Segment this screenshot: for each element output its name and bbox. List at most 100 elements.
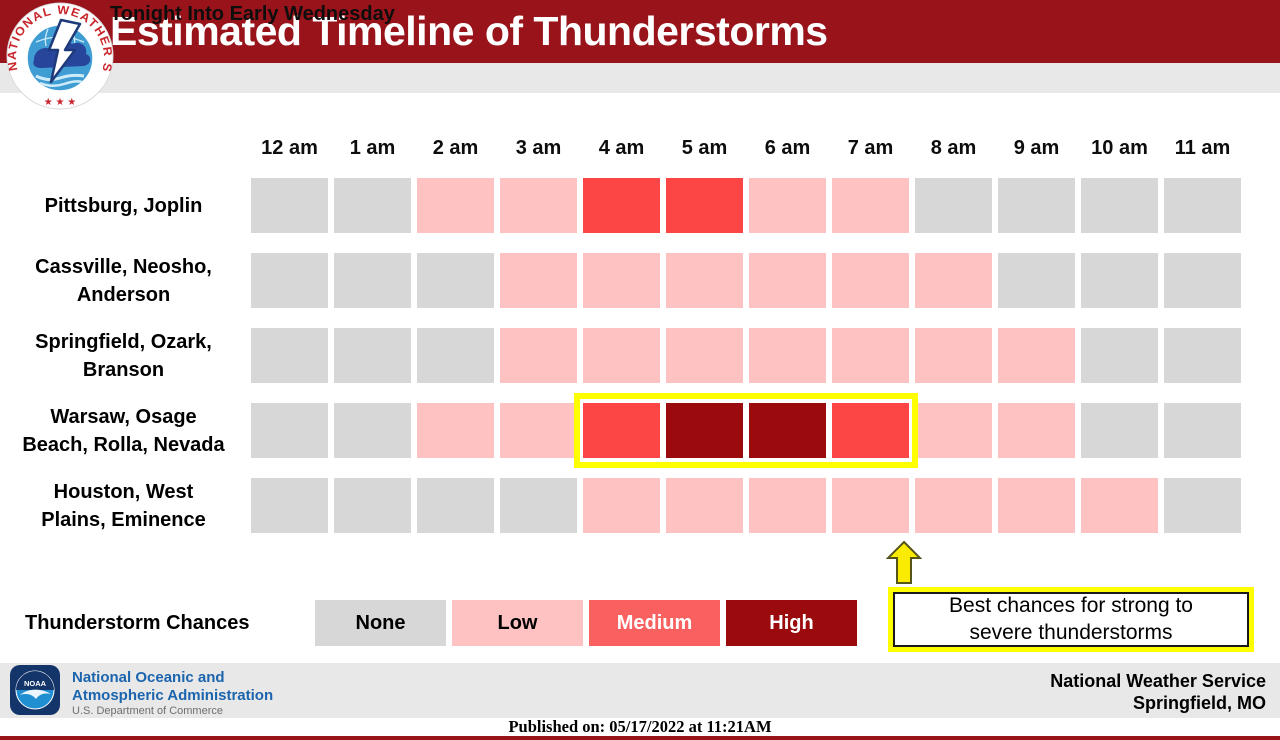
subtitle-bar (0, 63, 1280, 93)
grid-cell (666, 178, 743, 233)
grid-cell (1081, 328, 1158, 383)
legend-items: None Low Medium High (315, 600, 857, 646)
agency-line2: Atmospheric Administration (72, 687, 274, 704)
page-title: Estimated Timeline of Thunderstorms (110, 8, 828, 54)
grid-cell (998, 478, 1075, 533)
time-label: 2 am (432, 137, 479, 159)
time-label: 4 am (598, 137, 645, 159)
grid-cell (334, 403, 411, 458)
grid-cell (334, 328, 411, 383)
page-subtitle: Tonight Into Early Wednesday (110, 3, 395, 25)
legend-item: Medium (589, 600, 720, 646)
grid-cell (583, 478, 660, 533)
bottom-strip (0, 736, 1280, 740)
grid-cell (334, 478, 411, 533)
grid-cell (666, 253, 743, 308)
grid-cell (749, 478, 826, 533)
grid-cell (251, 478, 328, 533)
grid-cell (417, 178, 494, 233)
grid-cell (583, 403, 660, 458)
grid-cell (832, 403, 909, 458)
grid-cell (832, 178, 909, 233)
time-label: 11 am (1174, 137, 1231, 159)
highlight-box (574, 393, 918, 468)
grid-cell (251, 253, 328, 308)
grid-cell (1164, 403, 1241, 458)
row-label: Springfield, Ozark, Branson (35, 330, 212, 381)
grid-cell (915, 328, 992, 383)
legend-item: High (726, 600, 857, 646)
time-label: 7 am (847, 137, 894, 159)
grid-cell (1164, 478, 1241, 533)
time-label: 5 am (681, 137, 728, 159)
grid-cell (998, 403, 1075, 458)
grid-cell (583, 178, 660, 233)
grid-cell (583, 253, 660, 308)
row-label: Houston, West Plains, Eminence (41, 480, 206, 531)
time-label: 1 am (349, 137, 396, 159)
grid-cell (832, 253, 909, 308)
dept-label: U.S. Department of Commerce (72, 705, 223, 717)
grid-cell (500, 328, 577, 383)
grid-cell (500, 178, 577, 233)
grid-cell (500, 253, 577, 308)
callout-box: Best chances for strong to severe thunde… (888, 587, 1254, 652)
grid-cell (1164, 178, 1241, 233)
noaa-logo-icon: NOAA (10, 665, 60, 715)
grid-cell (334, 253, 411, 308)
footer-bar: NOAA National Oceanic and Atmospheric Ad… (0, 663, 1280, 718)
time-label: 10 am (1091, 137, 1148, 159)
time-label: 12 am (261, 137, 318, 159)
up-arrow-icon (886, 540, 922, 584)
grid-cell (832, 478, 909, 533)
noaa-label: NOAA (24, 679, 47, 688)
time-label: 9 am (1013, 137, 1060, 159)
grid-cell (915, 478, 992, 533)
lightning-bolt-icon (47, 18, 82, 84)
callout-line2: severe thunderstorms (969, 620, 1173, 644)
header-bar (0, 0, 1280, 63)
grid-cell (417, 478, 494, 533)
grid-cell (666, 478, 743, 533)
row-label: Cassville, Neosho, Anderson (35, 255, 212, 306)
grid-cell (334, 178, 411, 233)
grid-cell (998, 253, 1075, 308)
grid-cell (749, 328, 826, 383)
grid-cell (915, 403, 992, 458)
published-timestamp: Published on: 05/17/2022 at 11:21AM (508, 717, 772, 736)
grid-cell (749, 178, 826, 233)
grid-cell (915, 178, 992, 233)
legend-label: Thunderstorm Chances (25, 612, 250, 634)
time-label: 8 am (930, 137, 977, 159)
nws-stars: ★ ★ ★ (44, 97, 76, 108)
nws-logo-icon: NATIONAL WEATHER SERVICE ★ ★ ★ (6, 2, 114, 110)
grid-cell (417, 328, 494, 383)
time-label: 3 am (515, 137, 562, 159)
grid-cell (749, 253, 826, 308)
grid-cell (1164, 253, 1241, 308)
grid-cell (832, 328, 909, 383)
grid-cell (749, 403, 826, 458)
legend-item: Low (452, 600, 583, 646)
grid-cell (1164, 328, 1241, 383)
grid-cell (1081, 178, 1158, 233)
grid-cell (1081, 478, 1158, 533)
grid-cell (666, 328, 743, 383)
grid-cell (998, 328, 1075, 383)
grid-cell (666, 403, 743, 458)
grid-cell (251, 328, 328, 383)
grid-cell (251, 178, 328, 233)
wave-lines (35, 73, 85, 87)
agency-line1: National Oceanic and (72, 669, 225, 686)
seagull-icon (20, 689, 51, 699)
grid-cell (251, 403, 328, 458)
agency-name: National Oceanic and Atmospheric Adminis… (72, 669, 273, 705)
grid-cell (998, 178, 1075, 233)
timeline-grid: 12 am 1 am 2 am 3 am 4 am 5 am 6 am 7 am 8 am 9 a… (0, 133, 1280, 558)
callout-line1: Best chances for strong to (949, 594, 1193, 618)
office-line1: National Weather Service (1050, 671, 1266, 691)
time-label: 6 am (764, 137, 811, 159)
grid-cell (500, 403, 577, 458)
grid-cell (1081, 253, 1158, 308)
